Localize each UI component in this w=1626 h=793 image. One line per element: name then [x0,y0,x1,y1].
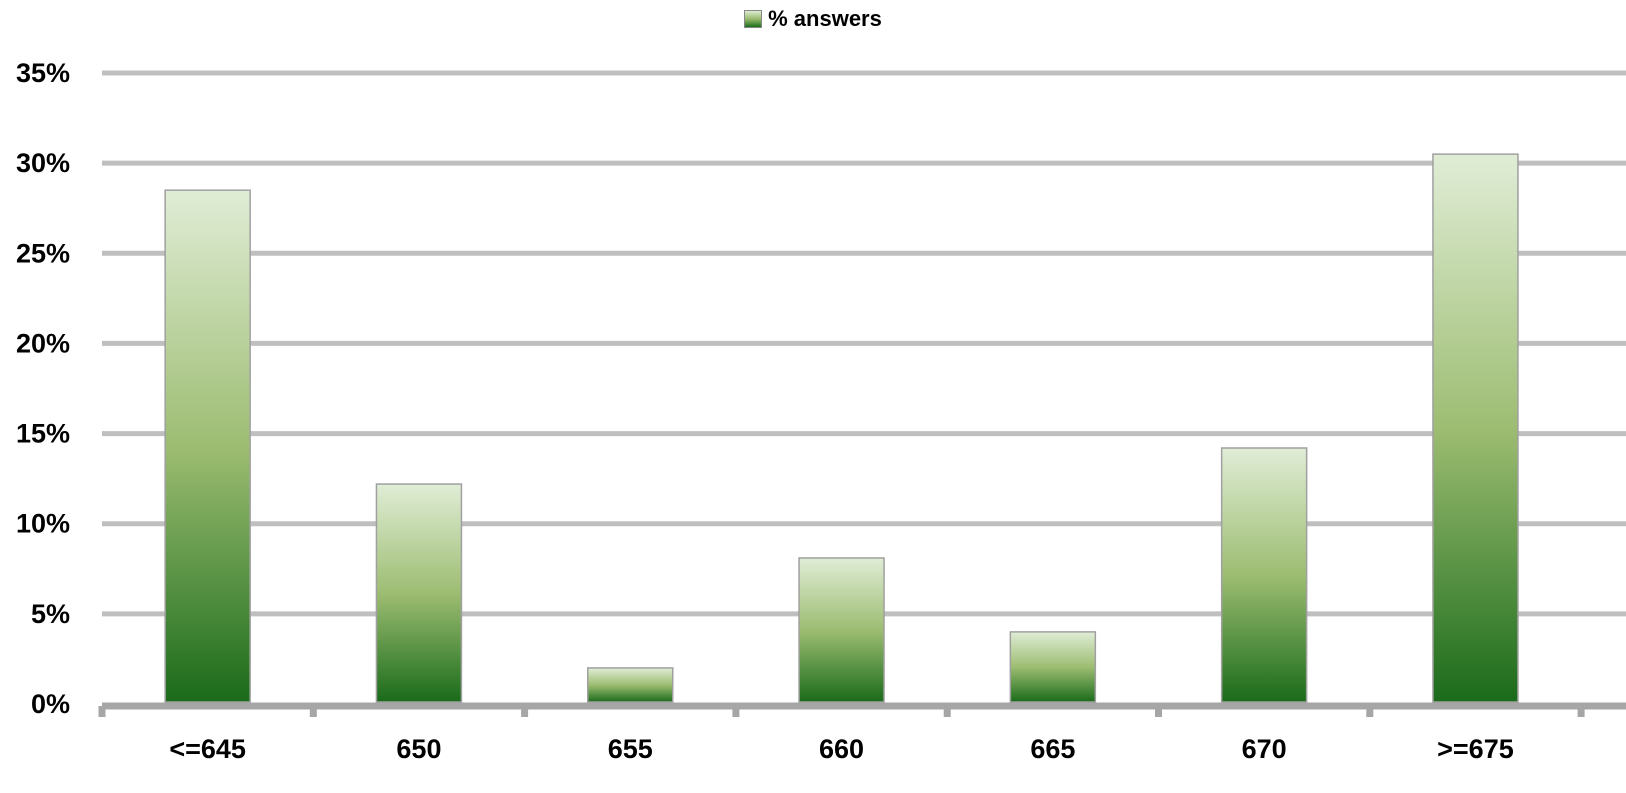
bar [798,557,885,703]
bar [164,189,251,703]
legend-swatch [744,10,763,28]
x-tick-label: 655 [608,734,653,764]
bar [587,667,674,703]
bar [1220,447,1308,703]
bar [1432,153,1519,703]
legend-label: % answers [768,6,882,31]
y-tick-label: 35% [16,58,70,88]
y-tick-label: 15% [16,419,70,449]
x-tick-label: 665 [1030,734,1075,764]
bar [375,483,463,703]
y-tick-label: 10% [16,509,70,539]
chart-legend: % answers [0,6,1626,32]
x-tick-label: 650 [396,734,441,764]
y-tick-label: 0% [31,689,70,719]
bar [1009,631,1097,703]
x-tick-label: <=645 [169,734,246,764]
x-tick-label: 670 [1242,734,1287,764]
y-tick-label: 30% [16,148,70,178]
x-tick-label: 660 [819,734,864,764]
y-tick-label: 25% [16,238,70,268]
y-tick-label: 5% [31,599,70,629]
y-tick-label: 20% [16,328,70,358]
x-tick-label: >=675 [1437,734,1514,764]
